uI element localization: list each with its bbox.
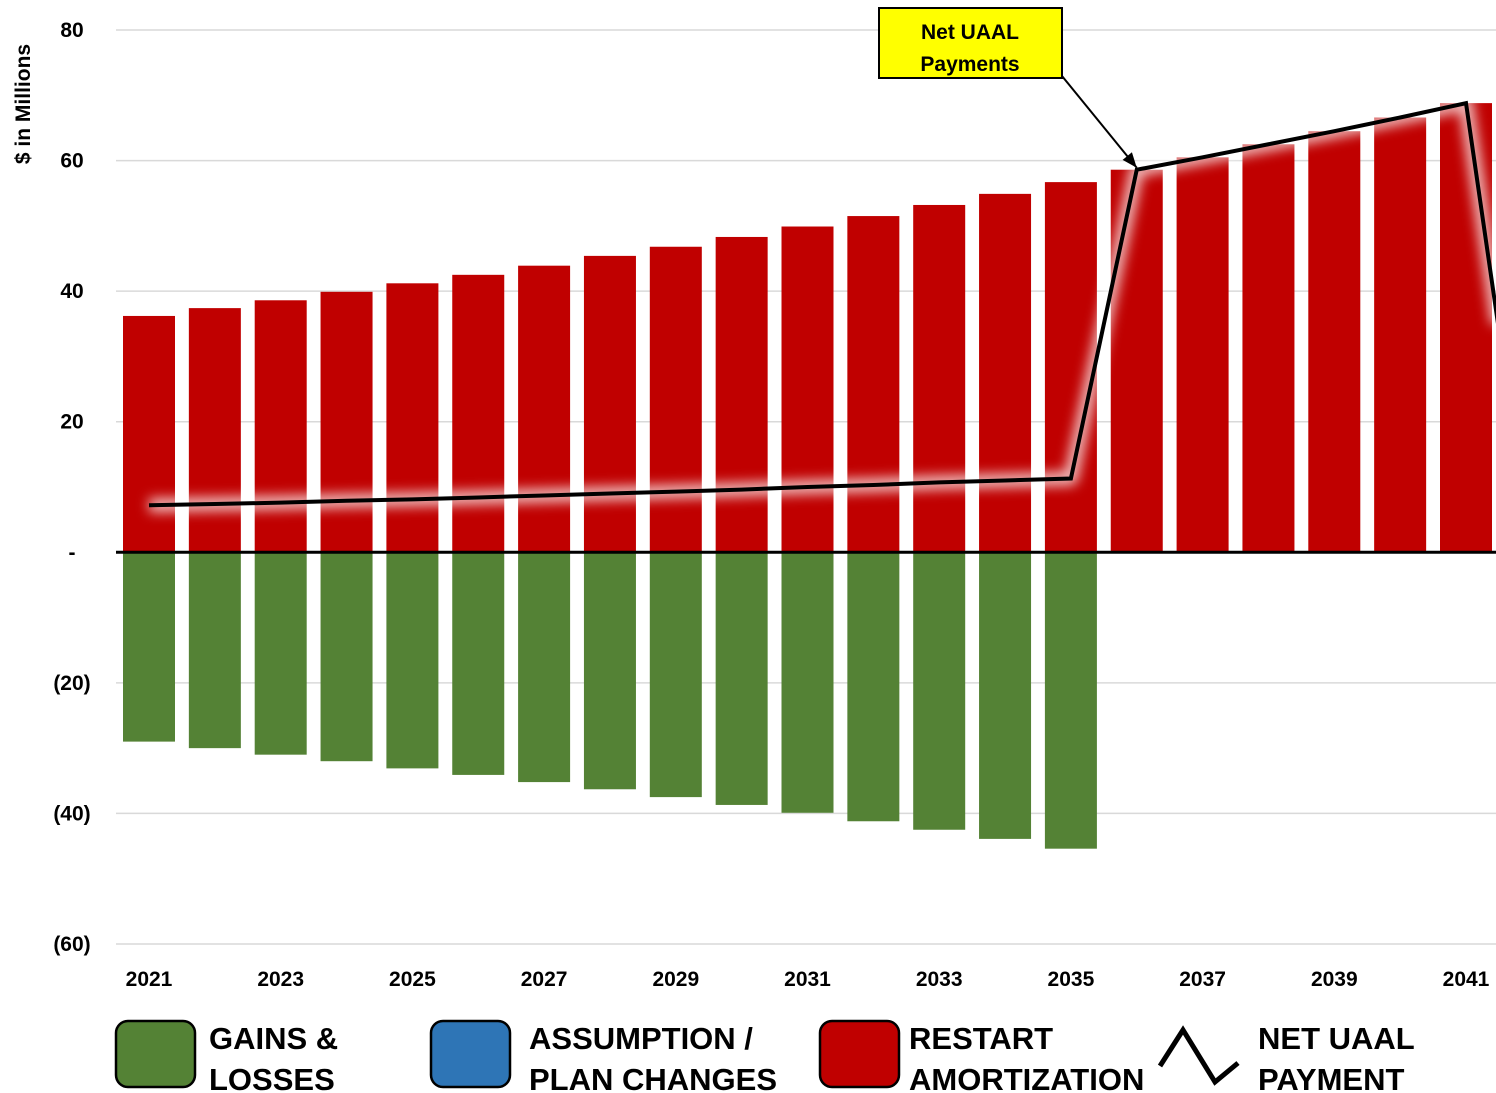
x-tick-label: 2035 <box>1048 968 1095 991</box>
bar-restart-amortization-2032 <box>847 216 900 553</box>
y-tick-label: 40 <box>60 280 83 303</box>
legend-label: NET UAAL <box>1258 1021 1415 1056</box>
bars <box>123 103 1492 849</box>
bar-restart-amortization-2031 <box>781 226 834 553</box>
y-axis-label: $ in Millions <box>12 44 35 164</box>
bar-gains-losses-2032 <box>847 552 900 822</box>
legend-label: RESTART <box>909 1021 1053 1056</box>
bar-restart-amortization-2039 <box>1308 131 1361 553</box>
bar-gains-losses-2026 <box>452 552 505 775</box>
bar-gains-losses-2029 <box>649 552 702 798</box>
x-tick-label: 2025 <box>389 968 436 991</box>
legend-swatch <box>429 1019 512 1089</box>
bar-gains-losses-2030 <box>715 552 768 805</box>
legend-label: PLAN CHANGES <box>529 1062 777 1093</box>
bar-restart-amortization-2034 <box>979 193 1032 553</box>
legend-swatch <box>818 1019 901 1089</box>
legend-line-swatch <box>1157 1025 1240 1086</box>
x-tick-label: 2041 <box>1443 968 1490 991</box>
bar-restart-amortization-2025 <box>386 283 439 553</box>
bar-restart-amortization-2028 <box>583 255 636 553</box>
y-tick-label: (20) <box>53 672 90 695</box>
x-tick-label: 2033 <box>916 968 963 991</box>
bar-gains-losses-2031 <box>781 552 834 813</box>
x-tick-labels: 2021 2023 2025 2027 2029 2031 2033 2035 2037 2039… <box>126 968 1490 991</box>
legend-label: PAYMENT <box>1258 1062 1404 1093</box>
bar-restart-amortization-2024 <box>320 291 373 553</box>
net-uaal-callout: Net UAAL Payments <box>878 7 1138 169</box>
legend: GAINS & LOSSES ASSUMPTION / PLAN CHANGES RES… <box>114 1019 1415 1093</box>
bar-gains-losses-2033 <box>913 552 966 830</box>
bar-gains-losses-2022 <box>188 552 241 749</box>
bar-gains-losses-2027 <box>518 552 571 783</box>
bar-restart-amortization-2026 <box>452 274 505 553</box>
bar-restart-amortization-2038 <box>1242 144 1295 553</box>
y-tick-label: (40) <box>53 802 90 825</box>
x-tick-label: 2021 <box>126 968 173 991</box>
legend-label: ASSUMPTION / <box>529 1021 753 1056</box>
bar-restart-amortization-2027 <box>518 265 571 553</box>
bar-restart-amortization-2030 <box>715 236 768 553</box>
legend-label: AMORTIZATION <box>909 1062 1144 1093</box>
bar-gains-losses-2025 <box>386 552 439 769</box>
callout-text: Payments <box>920 53 1019 76</box>
bar-restart-amortization-2023 <box>254 300 307 553</box>
callout-text: Net UAAL <box>921 21 1019 44</box>
y-tick-label: - <box>69 541 76 564</box>
bar-gains-losses-2035 <box>1044 552 1097 849</box>
x-tick-label: 2037 <box>1179 968 1226 991</box>
net-uaal-line-group <box>148 96 1496 513</box>
x-tick-label: 2029 <box>652 968 699 991</box>
callout-arrowhead <box>1122 152 1137 168</box>
bar-restart-amortization-2029 <box>649 246 702 553</box>
bar-restart-amortization-2022 <box>188 308 241 553</box>
legend-label: GAINS & <box>209 1021 338 1056</box>
callout-box <box>878 7 1063 79</box>
callout-arrow <box>1061 75 1138 169</box>
y-tick-label: 60 <box>60 150 83 173</box>
bar-restart-amortization-2037 <box>1176 157 1229 553</box>
legend-swatch <box>114 1019 197 1089</box>
bar-restart-amortization-2021 <box>123 315 175 553</box>
x-tick-label: 2039 <box>1311 968 1358 991</box>
net-uaal-line <box>148 100 1496 508</box>
x-tick-label: 2031 <box>784 968 831 991</box>
y-tick-labels: 80 60 40 20 - (20) (40) (60) <box>53 19 90 956</box>
y-tick-label: 80 <box>60 19 83 42</box>
bar-gains-losses-2021 <box>123 552 175 742</box>
bar-gains-losses-2024 <box>320 552 373 762</box>
bar-gains-losses-2028 <box>583 552 636 790</box>
bar-gains-losses-2023 <box>254 552 307 755</box>
x-tick-label: 2027 <box>521 968 568 991</box>
bar-restart-amortization-2033 <box>913 204 966 553</box>
x-tick-label: 2023 <box>257 968 304 991</box>
bar-restart-amortization-2041 <box>1440 103 1492 553</box>
legend-label: LOSSES <box>209 1062 335 1093</box>
bar-gains-losses-2034 <box>979 552 1032 839</box>
y-tick-label: 20 <box>60 411 83 434</box>
y-tick-label: (60) <box>53 933 90 956</box>
bar-restart-amortization-2040 <box>1374 117 1427 553</box>
